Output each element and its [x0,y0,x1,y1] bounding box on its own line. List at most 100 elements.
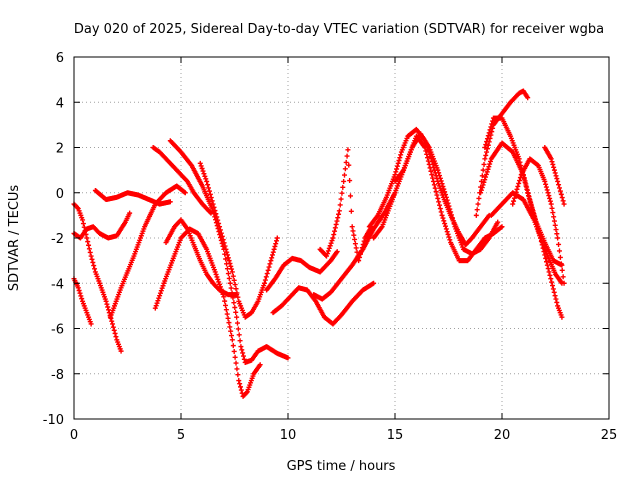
y-tick-label: -2 [51,232,64,247]
data-point-marker [424,151,430,157]
x-tick-label: 25 [601,428,618,443]
series-arc-a [71,210,133,241]
data-point-marker [559,267,565,273]
data-point-marker [556,182,562,188]
data-point-marker [345,147,351,153]
data-point-marker [482,156,488,162]
data-point-marker [553,296,559,302]
data-point-marker [548,156,554,162]
data-point-marker [219,233,225,239]
data-point-marker [429,172,435,178]
data-point-marker [545,266,551,272]
data-point-marker [227,324,233,330]
data-point-marker [436,199,442,205]
data-point-marker [271,246,277,252]
data-point-marker [352,241,358,247]
data-point-marker [480,182,486,188]
data-point-marker [341,178,347,184]
data-point-marker [489,121,495,127]
data-point-marker [324,251,330,257]
data-point-marker [226,320,232,326]
data-point-marker [204,178,210,184]
data-point-marker [480,167,486,173]
data-point-marker [343,159,349,165]
data-point-marker [495,219,501,225]
data-point-marker [478,187,484,193]
data-point-marker [238,387,244,393]
data-point-marker [103,298,109,304]
y-tick-label: 0 [56,187,64,202]
series-arc-v [542,145,567,207]
data-point-marker [439,212,445,218]
data-point-marker [524,187,530,193]
data-point-marker [551,164,557,170]
y-tick-label: -6 [51,323,64,338]
data-point-marker [484,139,490,145]
data-point-marker [340,184,346,190]
data-point-marker [217,224,223,230]
data-point-marker [425,155,431,161]
data-point-marker [225,315,231,321]
data-point-marker [557,188,563,194]
data-point-marker [267,261,273,267]
data-point-marker [549,205,555,211]
data-point-marker [222,298,228,304]
data-point-marker [197,160,203,166]
series-arc-f [150,145,214,216]
data-point-marker [548,276,554,282]
data-point-marker [85,239,91,245]
data-point-marker [560,274,566,280]
data-point-marker [224,311,230,317]
x-tick-label: 15 [387,428,404,443]
data-point-marker [448,209,454,215]
data-point-marker [430,175,436,181]
data-point-marker [210,201,216,207]
data-point-marker [529,205,535,211]
data-point-marker [88,253,94,259]
data-point-marker [203,176,209,182]
x-axis-label: GPS time / hours [287,459,396,474]
data-point-marker [396,158,402,164]
data-point-marker [350,228,356,234]
data-point-marker [240,353,246,359]
data-point-marker [443,223,449,229]
data-point-marker [550,161,556,167]
data-point-marker [448,212,454,218]
data-point-marker [225,252,231,258]
data-point-marker [449,215,455,221]
data-point-marker [484,146,490,152]
data-point-marker [431,182,437,188]
data-point-marker [216,279,222,285]
data-point-marker [216,220,222,226]
data-series [71,88,567,399]
data-point-marker [269,255,275,261]
data-point-marker [230,343,236,349]
data-point-marker [273,241,279,247]
series-arc-q [392,131,501,257]
data-point-marker [157,290,163,296]
data-point-marker [543,181,549,187]
data-point-marker [330,235,336,241]
series-arc-j [163,217,240,298]
data-point-marker [444,229,450,235]
data-point-marker [347,178,353,184]
series-arc-s [482,115,565,320]
data-point-marker [235,372,241,378]
data-point-marker [232,304,238,310]
data-point-marker [232,282,238,288]
series-arc-w [488,190,565,286]
data-point-marker [443,226,449,232]
data-point-marker [90,259,96,265]
data-point-marker [558,261,564,267]
data-point-marker [542,178,548,184]
data-point-marker [442,189,448,195]
data-point-marker [214,274,220,280]
data-point-marker [528,199,534,205]
data-point-marker [269,252,275,258]
data-point-marker [118,348,124,354]
data-point-marker [488,124,494,130]
data-point-marker [262,277,268,283]
data-point-marker [425,158,431,164]
data-point-marker [551,214,557,220]
data-point-marker [474,207,480,213]
